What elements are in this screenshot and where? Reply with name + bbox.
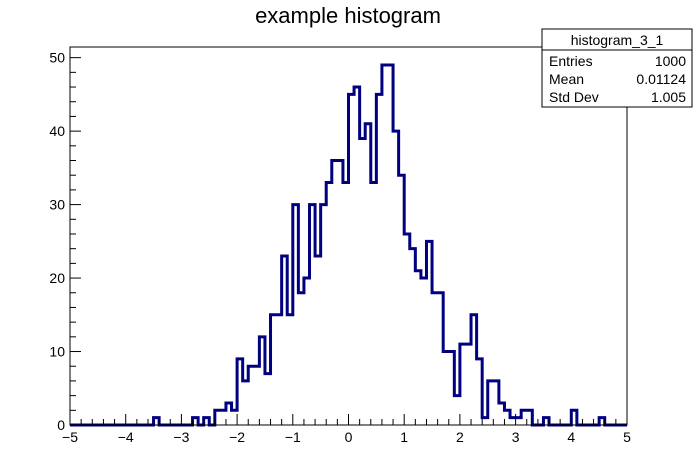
x-tick-label: −3 [173,429,189,445]
x-axis-tick-labels: −5 −4 −3 −2 −1 0 1 2 3 4 5 [62,429,631,445]
stats-value-mean: 0.01124 [636,71,686,87]
x-tick-label: 1 [400,429,408,445]
x-tick-label: 2 [456,429,464,445]
y-tick-label: 30 [49,197,65,213]
y-axis-tick-labels: 0 10 20 30 40 50 [49,50,65,433]
x-axis-ticks [69,414,628,425]
x-tick-label: 0 [345,429,353,445]
stats-label-std-dev: Std Dev [549,89,599,105]
x-tick-label: 3 [512,429,520,445]
y-axis-ticks [70,57,81,426]
x-tick-label: −1 [285,429,301,445]
stats-box-frame [541,28,693,108]
stats-value-entries: 1000 [655,53,686,69]
y-tick-label: 0 [57,417,65,433]
x-tick-label: 4 [567,429,575,445]
chart-title: example histogram [255,3,441,28]
stats-box-name: histogram_3_1 [571,32,664,48]
stats-label-entries: Entries [549,53,593,69]
y-tick-label: 40 [49,123,65,139]
y-tick-label: 10 [49,344,65,360]
stats-value-std-dev: 1.005 [651,89,686,105]
y-tick-label: 20 [49,270,65,286]
x-tick-label: 5 [623,429,631,445]
x-tick-label: −4 [118,429,134,445]
y-tick-label: 50 [49,50,65,66]
histogram-series-line [70,63,627,427]
x-tick-label: −2 [229,429,245,445]
stats-label-mean: Mean [549,71,584,87]
stats-box: histogram_3_1 Entries 1000 Mean 0.01124 … [541,28,693,108]
x-tick-label: −5 [62,429,78,445]
